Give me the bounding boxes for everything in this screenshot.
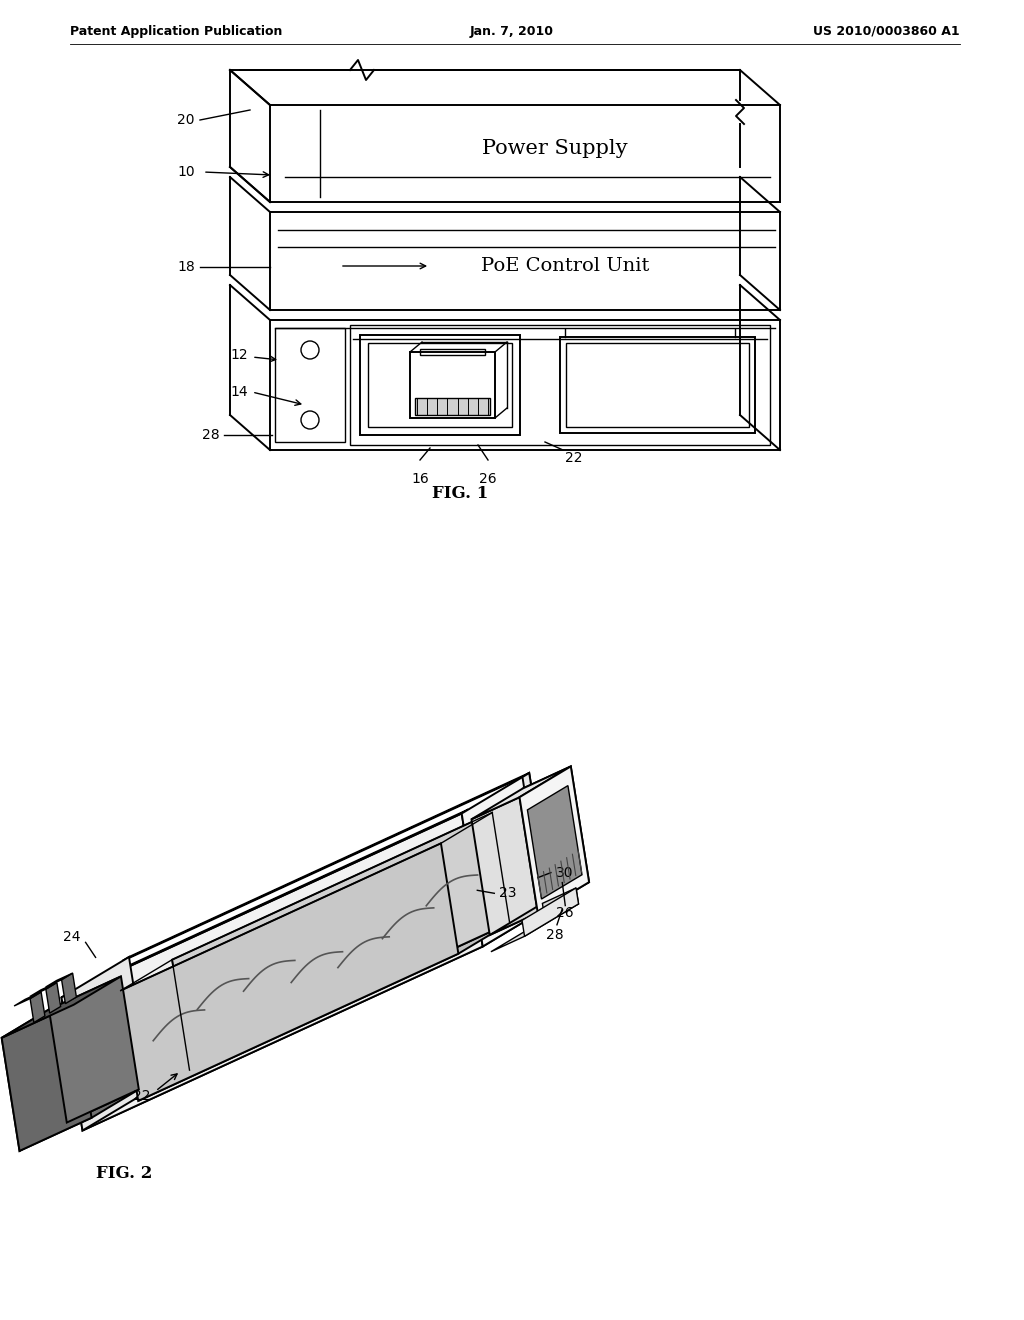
Text: 28: 28 bbox=[203, 428, 220, 442]
Text: Patent Application Publication: Patent Application Publication bbox=[70, 25, 283, 38]
Text: 12: 12 bbox=[230, 348, 248, 362]
Polygon shape bbox=[83, 906, 550, 1130]
Polygon shape bbox=[2, 977, 121, 1038]
Text: Jan. 7, 2010: Jan. 7, 2010 bbox=[470, 25, 554, 38]
Polygon shape bbox=[49, 977, 139, 1122]
Text: 22: 22 bbox=[565, 451, 583, 465]
Text: 16: 16 bbox=[411, 473, 429, 486]
Text: 10: 10 bbox=[177, 165, 195, 180]
Bar bbox=[560, 337, 755, 433]
Polygon shape bbox=[543, 888, 579, 919]
Text: 20: 20 bbox=[177, 114, 195, 127]
Text: Power Supply: Power Supply bbox=[482, 139, 628, 158]
Polygon shape bbox=[46, 973, 73, 987]
Bar bbox=[360, 335, 520, 436]
Polygon shape bbox=[471, 797, 538, 935]
Bar bbox=[350, 325, 770, 445]
Polygon shape bbox=[522, 774, 550, 909]
Bar bbox=[566, 343, 749, 426]
Polygon shape bbox=[121, 843, 459, 1101]
Text: 26: 26 bbox=[479, 473, 497, 486]
Polygon shape bbox=[122, 774, 529, 961]
Text: 22: 22 bbox=[133, 1089, 151, 1104]
Polygon shape bbox=[490, 904, 579, 952]
Text: 28: 28 bbox=[546, 928, 564, 941]
Polygon shape bbox=[172, 813, 510, 1071]
Polygon shape bbox=[519, 767, 589, 913]
Polygon shape bbox=[523, 767, 589, 904]
Polygon shape bbox=[489, 882, 589, 935]
Text: 30: 30 bbox=[556, 866, 573, 879]
Polygon shape bbox=[30, 993, 45, 1023]
Text: FIG. 2: FIG. 2 bbox=[96, 1164, 153, 1181]
Text: FIG. 1: FIG. 1 bbox=[432, 484, 488, 502]
Text: 24: 24 bbox=[63, 931, 81, 944]
Bar bbox=[420, 348, 485, 355]
Polygon shape bbox=[61, 957, 150, 1130]
Polygon shape bbox=[61, 813, 482, 1130]
Polygon shape bbox=[527, 785, 582, 899]
Bar bbox=[275, 327, 345, 442]
Text: 14: 14 bbox=[230, 385, 248, 399]
Polygon shape bbox=[61, 809, 468, 998]
Bar bbox=[415, 399, 490, 414]
Text: 23: 23 bbox=[500, 886, 517, 900]
Bar bbox=[410, 352, 495, 418]
Polygon shape bbox=[138, 923, 510, 1101]
Polygon shape bbox=[2, 1010, 67, 1151]
Polygon shape bbox=[46, 982, 60, 1014]
Polygon shape bbox=[522, 888, 579, 936]
Polygon shape bbox=[2, 1005, 91, 1151]
Text: US 2010/0003860 A1: US 2010/0003860 A1 bbox=[813, 25, 961, 38]
Text: 26: 26 bbox=[556, 906, 574, 920]
Polygon shape bbox=[19, 1089, 139, 1151]
Polygon shape bbox=[462, 774, 550, 946]
Polygon shape bbox=[30, 982, 57, 997]
Text: PoE Control Unit: PoE Control Unit bbox=[481, 257, 649, 275]
Bar bbox=[368, 343, 512, 426]
Polygon shape bbox=[14, 993, 41, 1006]
Polygon shape bbox=[471, 767, 570, 820]
Polygon shape bbox=[61, 973, 77, 1003]
Text: 18: 18 bbox=[177, 260, 195, 275]
